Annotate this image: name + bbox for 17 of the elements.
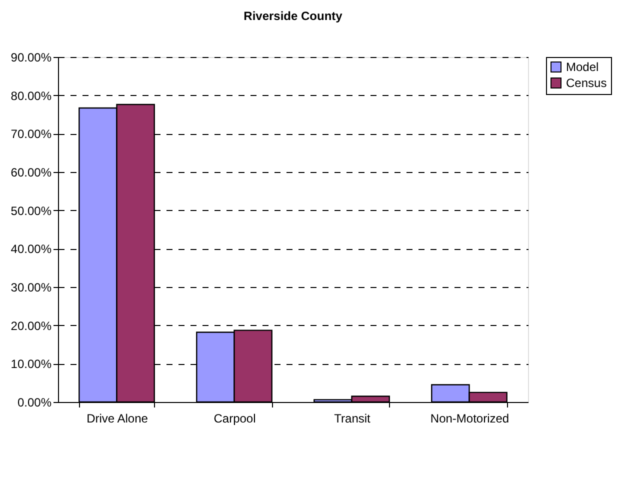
y-tick-label: 40.00% <box>10 242 52 256</box>
y-tick-label: 10.00% <box>10 357 52 372</box>
y-tick-label: 70.00% <box>10 127 52 142</box>
x-tick-label: Non-Motorized <box>430 412 510 426</box>
chart-title: Riverside County <box>244 9 343 23</box>
y-tick-label: 90.00% <box>10 50 52 64</box>
x-tick-label: Drive Alone <box>86 412 148 426</box>
y-tick-label: 50.00% <box>10 204 52 218</box>
y-tick-label: 0.00% <box>17 396 52 410</box>
y-tick-label: 80.00% <box>10 88 52 103</box>
y-tick-label: 20.00% <box>10 318 52 333</box>
legend-label: Census <box>566 76 607 90</box>
x-tick-label: Carpool <box>214 412 256 426</box>
x-tick-label: Transit <box>334 412 372 426</box>
legend-label: Model <box>566 60 599 74</box>
y-tick-label: 60.00% <box>10 166 52 180</box>
y-tick-label: 30.00% <box>10 280 52 294</box>
